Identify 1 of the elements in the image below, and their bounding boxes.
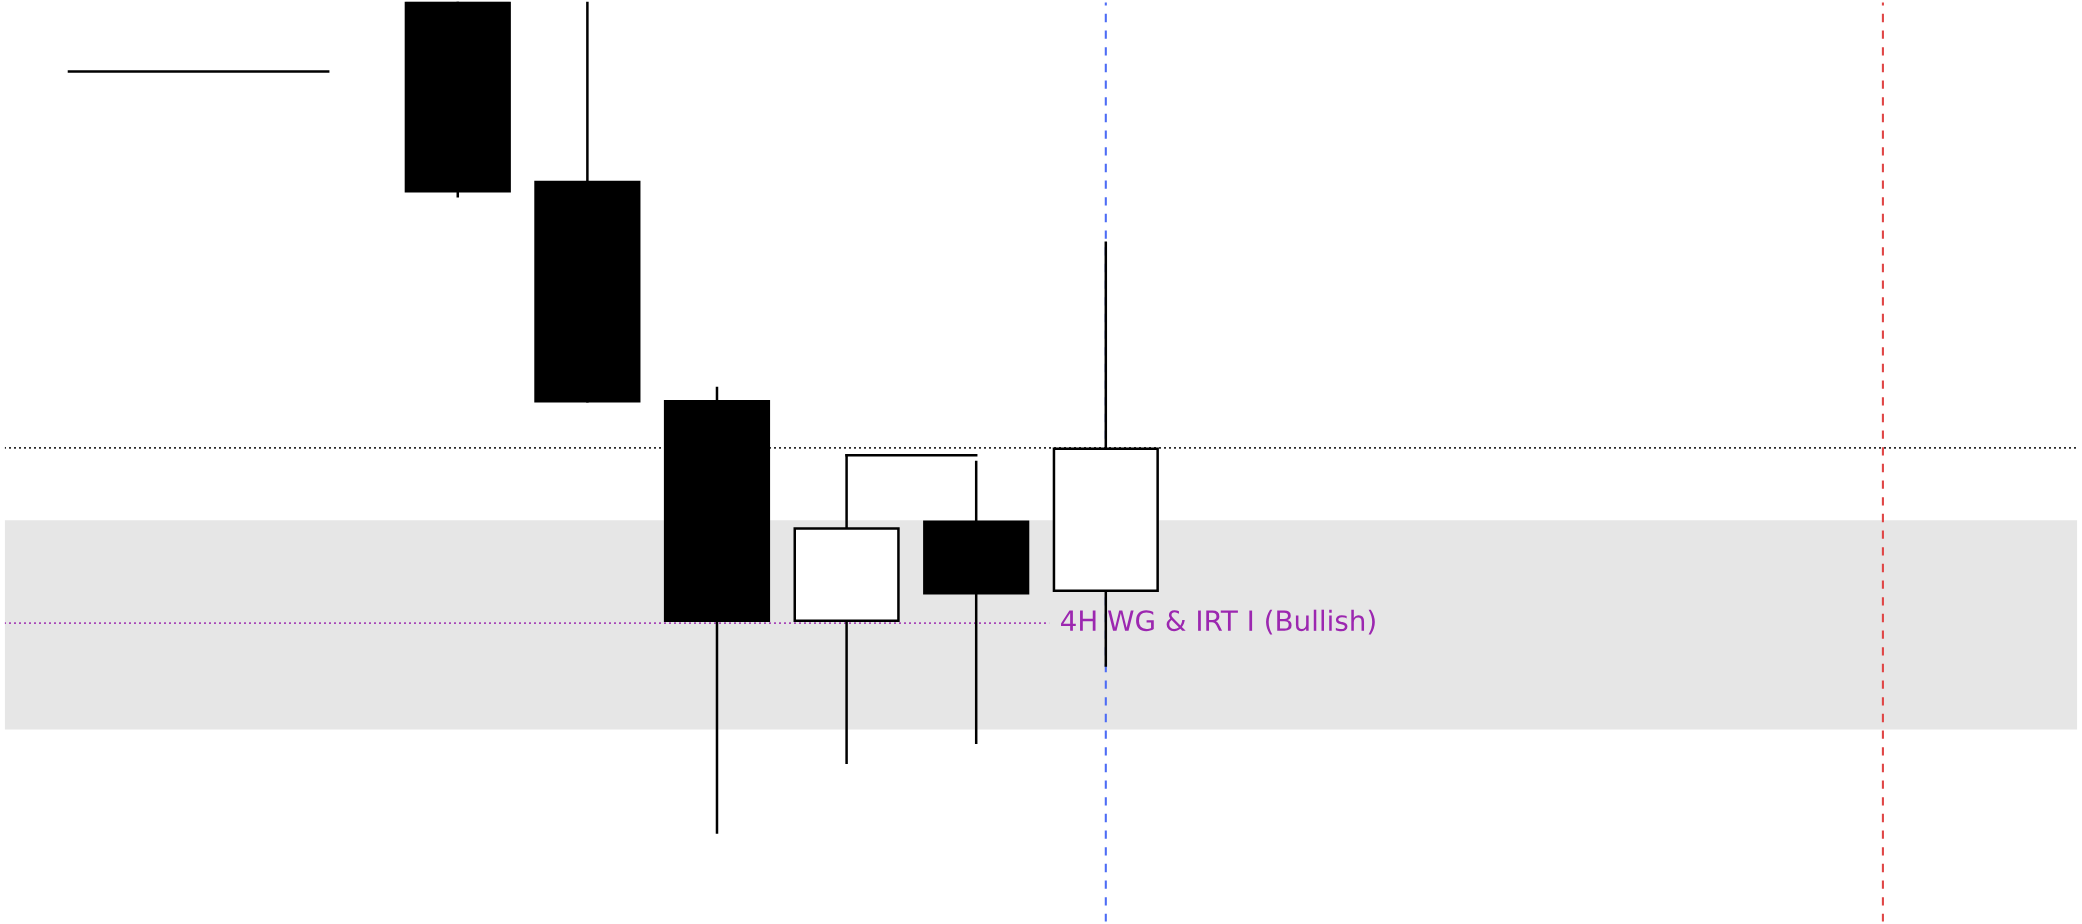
ref-line-label: 4H WG & IRT I (Bullish) [1061, 609, 1375, 635]
